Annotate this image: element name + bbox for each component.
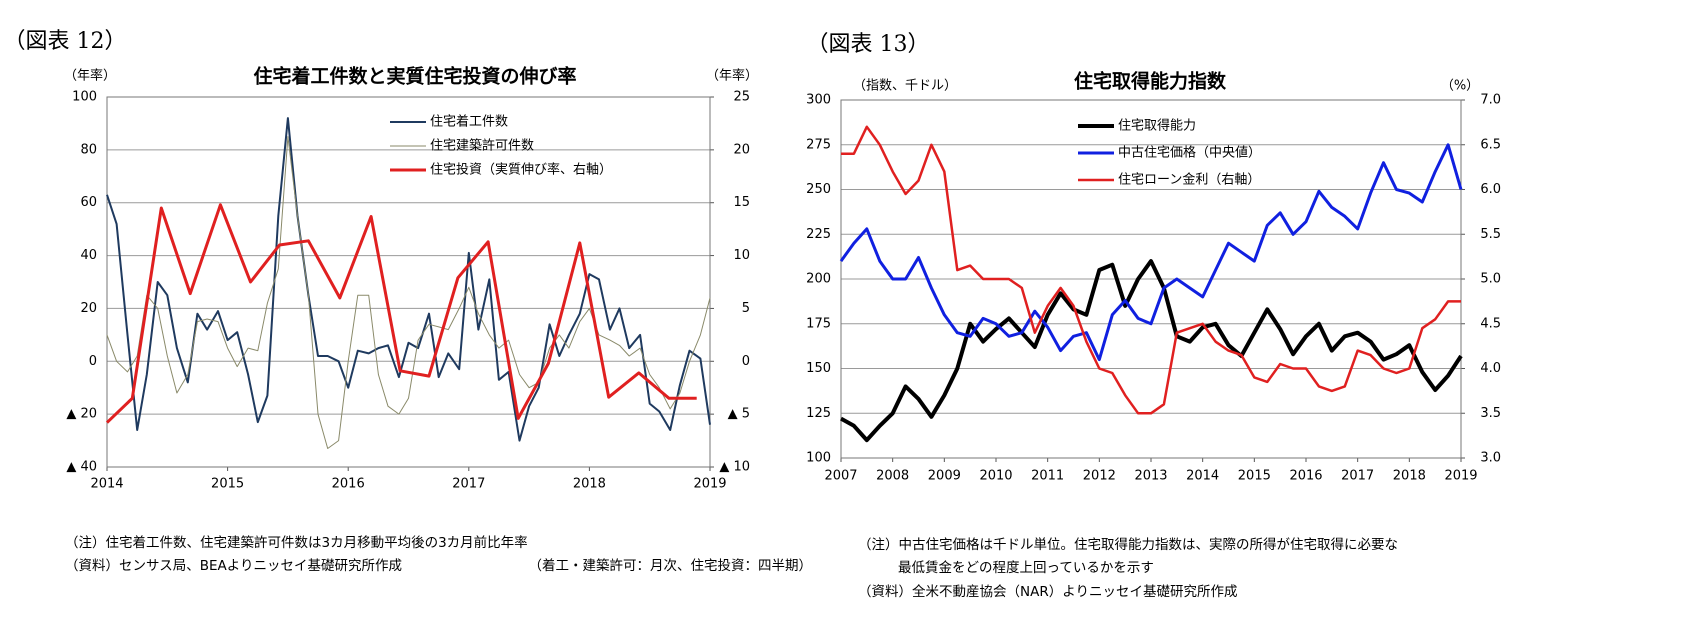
x-tick-label: 2018: [1393, 469, 1426, 484]
series-line: [840, 259, 1463, 443]
y-tick-label: 80: [80, 142, 97, 157]
figure-label: （図表 13）: [807, 32, 930, 57]
x-tick-label: 2011: [1031, 469, 1064, 484]
y2-axis-label: （年率）: [706, 68, 758, 84]
y2-tick-label: 3.0: [1480, 451, 1501, 466]
y-tick-label: 100: [72, 90, 97, 105]
y-tick-label: ▲ 20: [66, 407, 97, 422]
note: （注）住宅着工件数、住宅建築許可件数は3カ月移動平均後の3カ月前比年率: [65, 534, 528, 551]
x-tick-label: 2014: [90, 477, 123, 492]
x-tick-label: 2016: [1289, 469, 1322, 484]
legend-label: 住宅取得能力: [1118, 118, 1196, 134]
x-tick-label: 2017: [1341, 469, 1374, 484]
y-tick-label: 300: [806, 93, 831, 108]
y2-tick-label: 6.5: [1480, 137, 1501, 152]
y-axis-label: （年率）: [64, 68, 116, 84]
x-tick-label: 2008: [876, 469, 909, 484]
note: （着工・建築許可：月次、住宅投資：四半期）: [529, 557, 813, 574]
y2-tick-label: 6.0: [1480, 182, 1501, 197]
x-tick-label: 2019: [693, 477, 726, 492]
x-tick-label: 2016: [332, 477, 365, 492]
plot-frame: [840, 99, 1462, 459]
y-tick-label: 150: [806, 361, 831, 376]
y-tick-label: 100: [806, 451, 831, 466]
legend-label: 住宅建築許可件数: [430, 139, 534, 154]
y-tick-label: 275: [806, 137, 831, 152]
y2-tick-label: 7.0: [1480, 93, 1501, 108]
figure-label: （図表 12）: [4, 29, 127, 54]
y-tick-label: 250: [806, 182, 831, 197]
y-tick-label: 60: [80, 195, 97, 210]
x-tick-label: 2015: [211, 477, 244, 492]
series-line: [841, 125, 1461, 415]
y2-tick-label: 4.5: [1480, 316, 1501, 331]
y-tick-label: 225: [806, 227, 831, 242]
y-tick-label: 20: [80, 301, 97, 316]
y2-tick-label: 5.0: [1480, 272, 1501, 287]
y-tick-label: 200: [806, 272, 831, 287]
x-tick-label: 2019: [1444, 469, 1477, 484]
y2-tick-label: 4.0: [1480, 361, 1501, 376]
legend-label: 住宅投資（実質伸び率、右軸）: [430, 162, 612, 178]
series-line: [839, 143, 1463, 362]
x-tick-label: 2014: [1186, 469, 1219, 484]
y2-tick-label: 5: [742, 301, 750, 316]
note: （資料）センサス局、BEAよりニッセイ基礎研究所作成: [65, 557, 402, 574]
y-tick-label: 0: [89, 354, 97, 369]
x-tick-label: 2010: [979, 469, 1012, 484]
y2-tick-label: 10: [733, 248, 750, 263]
note: （資料）全米不動産協会（NAR）よりニッセイ基礎研究所作成: [858, 583, 1237, 600]
plot-frame: [106, 96, 711, 468]
y2-tick-label: 15: [733, 195, 750, 210]
x-tick-label: 2015: [1238, 469, 1271, 484]
x-tick-label: 2007: [824, 469, 857, 484]
x-tick-label: 2012: [1083, 469, 1116, 484]
legend-label: 住宅着工件数: [430, 114, 508, 130]
note: （注）中古住宅価格は千ドル単位。住宅取得能力指数は、実際の所得が住宅取得に必要な: [858, 536, 1398, 553]
y-tick-label: 125: [806, 406, 831, 421]
legend-label: 中古住宅価格（中央値）: [1118, 145, 1261, 161]
series-line: [106, 117, 711, 442]
y2-tick-label: 20: [733, 142, 750, 157]
legend-label: 住宅ローン金利（右軸）: [1118, 172, 1260, 188]
chart-title: 住宅取得能力指数: [1074, 70, 1227, 93]
y-tick-label: ▲ 40: [66, 460, 97, 475]
y2-tick-label: 5.5: [1480, 227, 1501, 242]
x-tick-label: 2009: [928, 469, 961, 484]
y2-tick-label: ▲ 10: [719, 460, 750, 475]
note: 最低賃金をどの程度上回っているかを示す: [898, 560, 1154, 576]
x-tick-label: 2018: [573, 477, 606, 492]
y-tick-label: 40: [80, 248, 97, 263]
series-line: [106, 136, 711, 449]
y-axis-label: （指数、千ドル）: [853, 79, 957, 94]
y2-tick-label: ▲ 5: [728, 407, 750, 422]
y2-tick-label: 25: [733, 90, 750, 105]
y-tick-label: 175: [806, 316, 831, 331]
y2-axis-label: （%）: [1441, 79, 1479, 94]
y2-tick-label: 0: [742, 354, 750, 369]
chart-title: 住宅着工件数と実質住宅投資の伸び率: [253, 65, 576, 88]
y2-tick-label: 3.5: [1480, 406, 1501, 421]
series-line: [105, 203, 697, 424]
x-tick-label: 2017: [452, 477, 485, 492]
x-tick-label: 2013: [1134, 469, 1167, 484]
